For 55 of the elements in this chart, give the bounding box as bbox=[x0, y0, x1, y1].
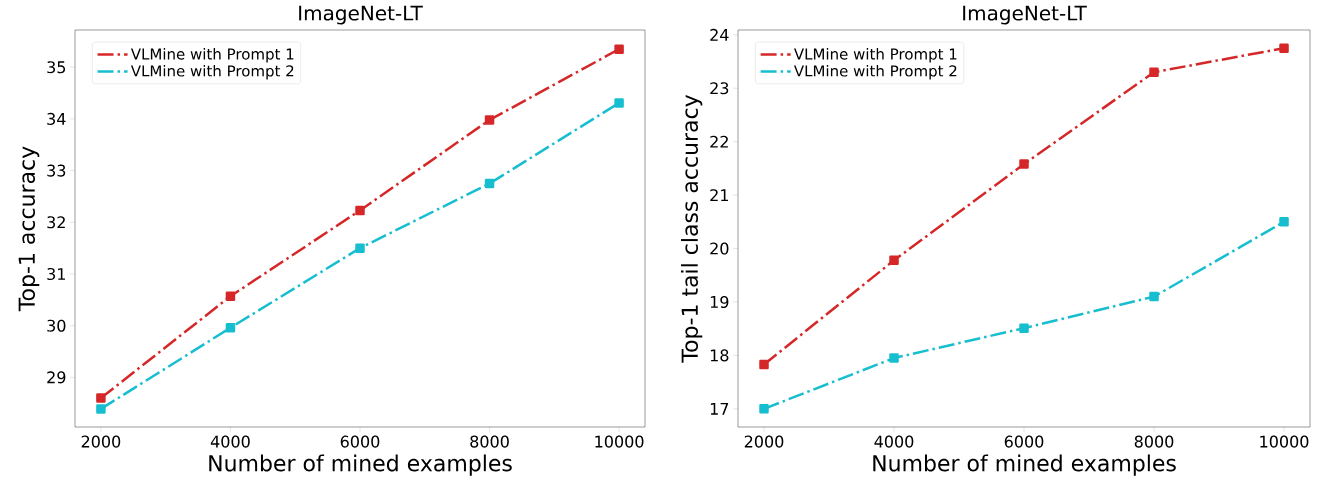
point bbox=[1279, 217, 1289, 227]
legend-label: VLMine with Prompt 1 bbox=[793, 48, 957, 63]
point bbox=[1019, 159, 1029, 169]
chart-title: ImageNet-LT bbox=[299, 5, 423, 25]
point bbox=[96, 393, 106, 403]
point bbox=[225, 323, 236, 333]
x-tick-label: 2000 bbox=[744, 435, 784, 448]
x-axis-title: Number of mined examples bbox=[209, 454, 512, 476]
y-axis-title: Top-1 accuracy bbox=[18, 146, 40, 312]
y-tick-label: 31 bbox=[47, 267, 65, 281]
point bbox=[355, 243, 365, 253]
legend-label: VLMine with Prompt 2 bbox=[793, 64, 957, 80]
y-tick-label: 24 bbox=[710, 28, 729, 41]
y-tick-label: 23 bbox=[710, 82, 729, 95]
x-tick-label: 8000 bbox=[470, 435, 509, 448]
x-tick-label: 4000 bbox=[210, 435, 250, 448]
y-tick-label: 18 bbox=[710, 349, 729, 362]
y-tick-label: 34 bbox=[47, 112, 66, 125]
y-tick-label: 20 bbox=[710, 242, 729, 255]
point bbox=[614, 44, 624, 54]
y-tick-label: 30 bbox=[47, 319, 66, 332]
point bbox=[484, 115, 495, 125]
y-tick-label: 21 bbox=[710, 189, 729, 202]
x-tick-label: 10000 bbox=[1260, 435, 1309, 448]
x-tick-label: 10000 bbox=[595, 435, 644, 448]
point bbox=[759, 359, 769, 370]
point bbox=[1149, 67, 1159, 77]
y-axis-title: Top-1 tail class accuracy bbox=[680, 94, 703, 363]
point bbox=[355, 205, 365, 216]
point bbox=[484, 178, 495, 189]
x-tick-label: 6000 bbox=[1004, 435, 1044, 448]
point bbox=[614, 98, 624, 108]
y-tick-label: 17 bbox=[710, 402, 729, 415]
point bbox=[1019, 323, 1029, 333]
x-tick-label: 2000 bbox=[81, 435, 121, 448]
point bbox=[1149, 291, 1159, 302]
point bbox=[889, 353, 899, 363]
y-tick-label: 22 bbox=[710, 135, 728, 148]
legend-label: VLMine with Prompt 2 bbox=[130, 64, 294, 80]
point bbox=[889, 255, 899, 266]
y-tick-label: 19 bbox=[710, 295, 729, 309]
x-axis-title: Number of mined examples bbox=[873, 454, 1176, 476]
y-tick-label: 29 bbox=[47, 371, 66, 384]
x-tick-label: 4000 bbox=[874, 435, 914, 448]
point bbox=[759, 404, 769, 414]
chart-title: ImageNet-LT bbox=[963, 5, 1087, 25]
x-tick-label: 8000 bbox=[1134, 435, 1174, 448]
y-tick-label: 32 bbox=[47, 216, 65, 229]
point bbox=[1279, 43, 1289, 53]
legend-label: VLMine with Prompt 1 bbox=[130, 48, 294, 63]
point bbox=[225, 291, 236, 301]
x-tick-label: 6000 bbox=[340, 435, 380, 448]
y-tick-label: 33 bbox=[47, 164, 66, 177]
point bbox=[96, 404, 106, 414]
y-tick-label: 35 bbox=[47, 61, 66, 74]
